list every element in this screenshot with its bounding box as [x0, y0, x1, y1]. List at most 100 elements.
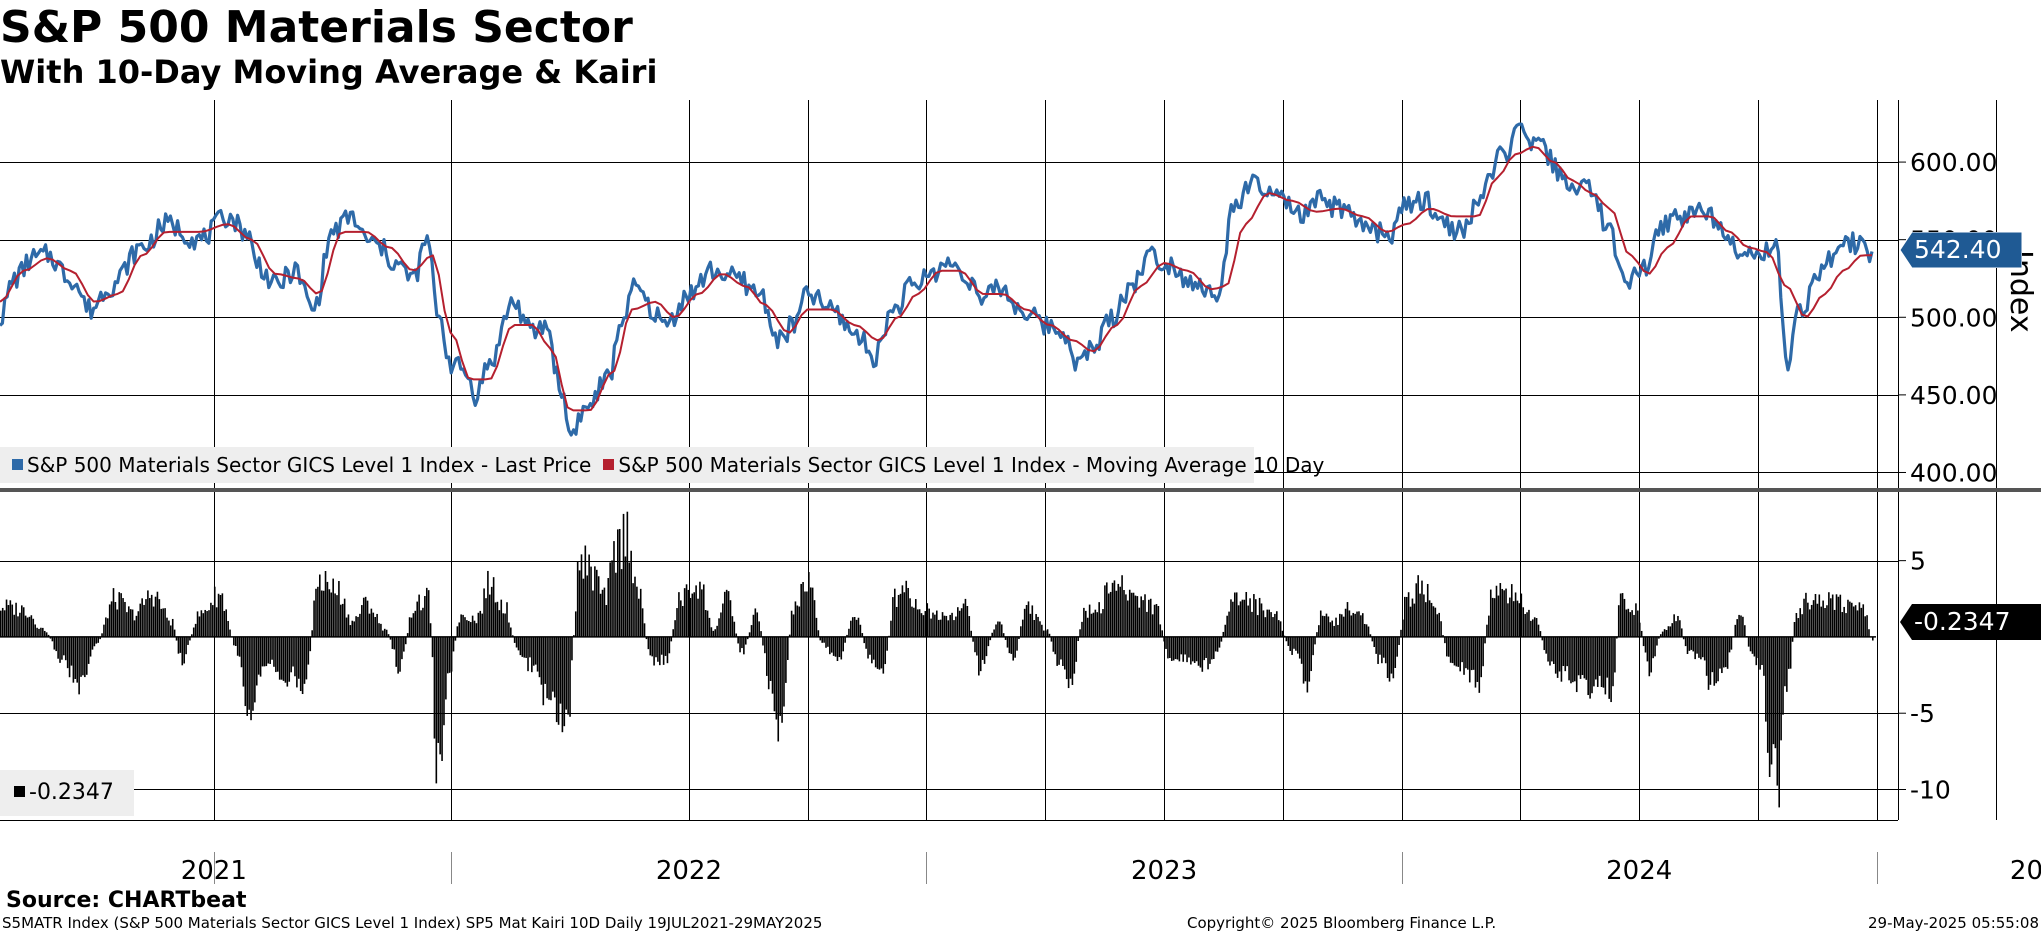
- kairi-bar: [1297, 636, 1299, 654]
- kairi-bar: [173, 629, 176, 637]
- kairi-bar: [13, 614, 15, 637]
- kairi-bar: [525, 636, 527, 658]
- kairi-bar: [960, 608, 963, 637]
- kairi-bar: [1417, 575, 1419, 637]
- kairi-bar: [932, 612, 934, 637]
- kairi-bar: [804, 591, 806, 637]
- kairi-bar: [884, 636, 887, 665]
- kairi-bar: [437, 636, 440, 743]
- kairi-bar: [660, 636, 663, 655]
- kairi-bar: [511, 635, 514, 637]
- kairi-legend: -0.2347: [0, 770, 134, 816]
- kairi-bar: [1799, 608, 1802, 637]
- kairi-bar: [1600, 636, 1603, 688]
- kairi-bar: [1675, 621, 1677, 637]
- kairi-bar: [1491, 597, 1494, 637]
- kairi-bar: [429, 623, 432, 637]
- kairi-bar: [1253, 594, 1255, 637]
- kairi-bar: [1453, 636, 1456, 666]
- kairi-bar: [26, 617, 29, 637]
- kairi-bar: [1113, 580, 1116, 637]
- kairi-bar: [95, 636, 98, 644]
- kairi-bar: [1092, 612, 1095, 637]
- kairi-bar: [1732, 636, 1735, 638]
- kairi-bar: [796, 605, 799, 637]
- kairi-bar: [1717, 636, 1719, 682]
- kairi-bar: [893, 588, 896, 637]
- kairi-tick-label: -5: [1910, 699, 1935, 728]
- kairi-bar: [1566, 636, 1568, 667]
- kairi-bar: [49, 636, 52, 639]
- footer-copyright: Copyright© 2025 Bloomberg Finance L.P.: [1187, 914, 1497, 932]
- kairi-bar: [783, 636, 785, 707]
- kairi-bar: [1146, 611, 1148, 637]
- kairi-bar: [668, 636, 671, 654]
- kairi-bar: [651, 636, 653, 657]
- kairi-bar: [548, 636, 550, 700]
- last-kairi-value: -0.2347: [1914, 607, 2011, 636]
- kairi-bar: [255, 636, 258, 686]
- kairi-bar: [1617, 605, 1620, 637]
- kairi-bar: [806, 591, 808, 637]
- kairi-bar: [1300, 636, 1303, 664]
- kairi-bar: [1228, 611, 1230, 637]
- axes: 400.00450.00500.00550.00600.00-10-55Inde…: [0, 100, 2041, 886]
- kairi-bar: [565, 636, 568, 710]
- kairi-bar: [496, 601, 499, 637]
- kairi-bar: [1260, 603, 1263, 637]
- kairi-bar: [1379, 636, 1381, 655]
- kairi-bar: [1778, 636, 1780, 808]
- kairi-bar: [395, 636, 398, 667]
- kairi-bar: [647, 636, 650, 650]
- kairi-bar: [978, 636, 980, 676]
- kairi-bar: [1503, 590, 1505, 637]
- kairi-bar: [1759, 636, 1761, 670]
- last-price-value: 542.40: [1914, 235, 2002, 264]
- kairi-bar: [756, 612, 759, 637]
- kairi-bar: [261, 636, 264, 667]
- kairi-bar: [1153, 604, 1156, 637]
- kairi-bar: [666, 636, 669, 664]
- kairi-bar: [1224, 624, 1227, 637]
- kairi-bar: [578, 570, 581, 637]
- kairi-bar: [1339, 613, 1341, 637]
- kairi-bar: [1138, 607, 1141, 637]
- kairi-bar: [1243, 599, 1246, 637]
- kairi-bar: [974, 636, 976, 653]
- kairi-bar: [1186, 636, 1188, 663]
- kairi-bar: [895, 606, 898, 637]
- kairi-bar: [1151, 614, 1154, 637]
- kairi-bar: [1159, 624, 1162, 637]
- kairi-bar: [1606, 636, 1609, 678]
- kairi-bar: [1621, 593, 1624, 637]
- kairi-bar: [1659, 634, 1662, 637]
- kairi-bar: [1255, 599, 1257, 637]
- kairi-bar: [874, 636, 877, 668]
- kairi-bar: [206, 611, 208, 637]
- kairi-bar: [1682, 636, 1685, 640]
- kairi-bar: [970, 630, 972, 637]
- kairi-bar: [741, 636, 743, 649]
- kairi-bar: [387, 634, 390, 637]
- kairi-bar: [1232, 601, 1234, 637]
- kairi-bar: [1115, 590, 1118, 637]
- kairi-bar: [1344, 608, 1347, 637]
- kairi-bar: [1468, 636, 1471, 683]
- kairi-bar: [649, 636, 652, 656]
- kairi-bar: [561, 636, 564, 733]
- kairi-bar: [1149, 598, 1152, 637]
- kairi-bar: [1740, 615, 1742, 637]
- price-legend: S&P 500 Materials Sector GICS Level 1 In…: [0, 447, 1324, 483]
- kairi-bar: [1169, 636, 1171, 659]
- kairi-bar: [17, 616, 19, 637]
- kairi-bar: [1520, 593, 1523, 637]
- kairi-bar: [1348, 610, 1351, 637]
- kairi-bar: [1744, 625, 1746, 637]
- kairi-bar: [127, 606, 130, 637]
- kairi-bar: [609, 562, 611, 637]
- kairi-bar: [288, 636, 291, 682]
- kairi-bar: [397, 636, 399, 674]
- kairi-bar: [229, 629, 231, 637]
- kairi-bar: [574, 611, 577, 637]
- kairi-bar: [1489, 589, 1492, 637]
